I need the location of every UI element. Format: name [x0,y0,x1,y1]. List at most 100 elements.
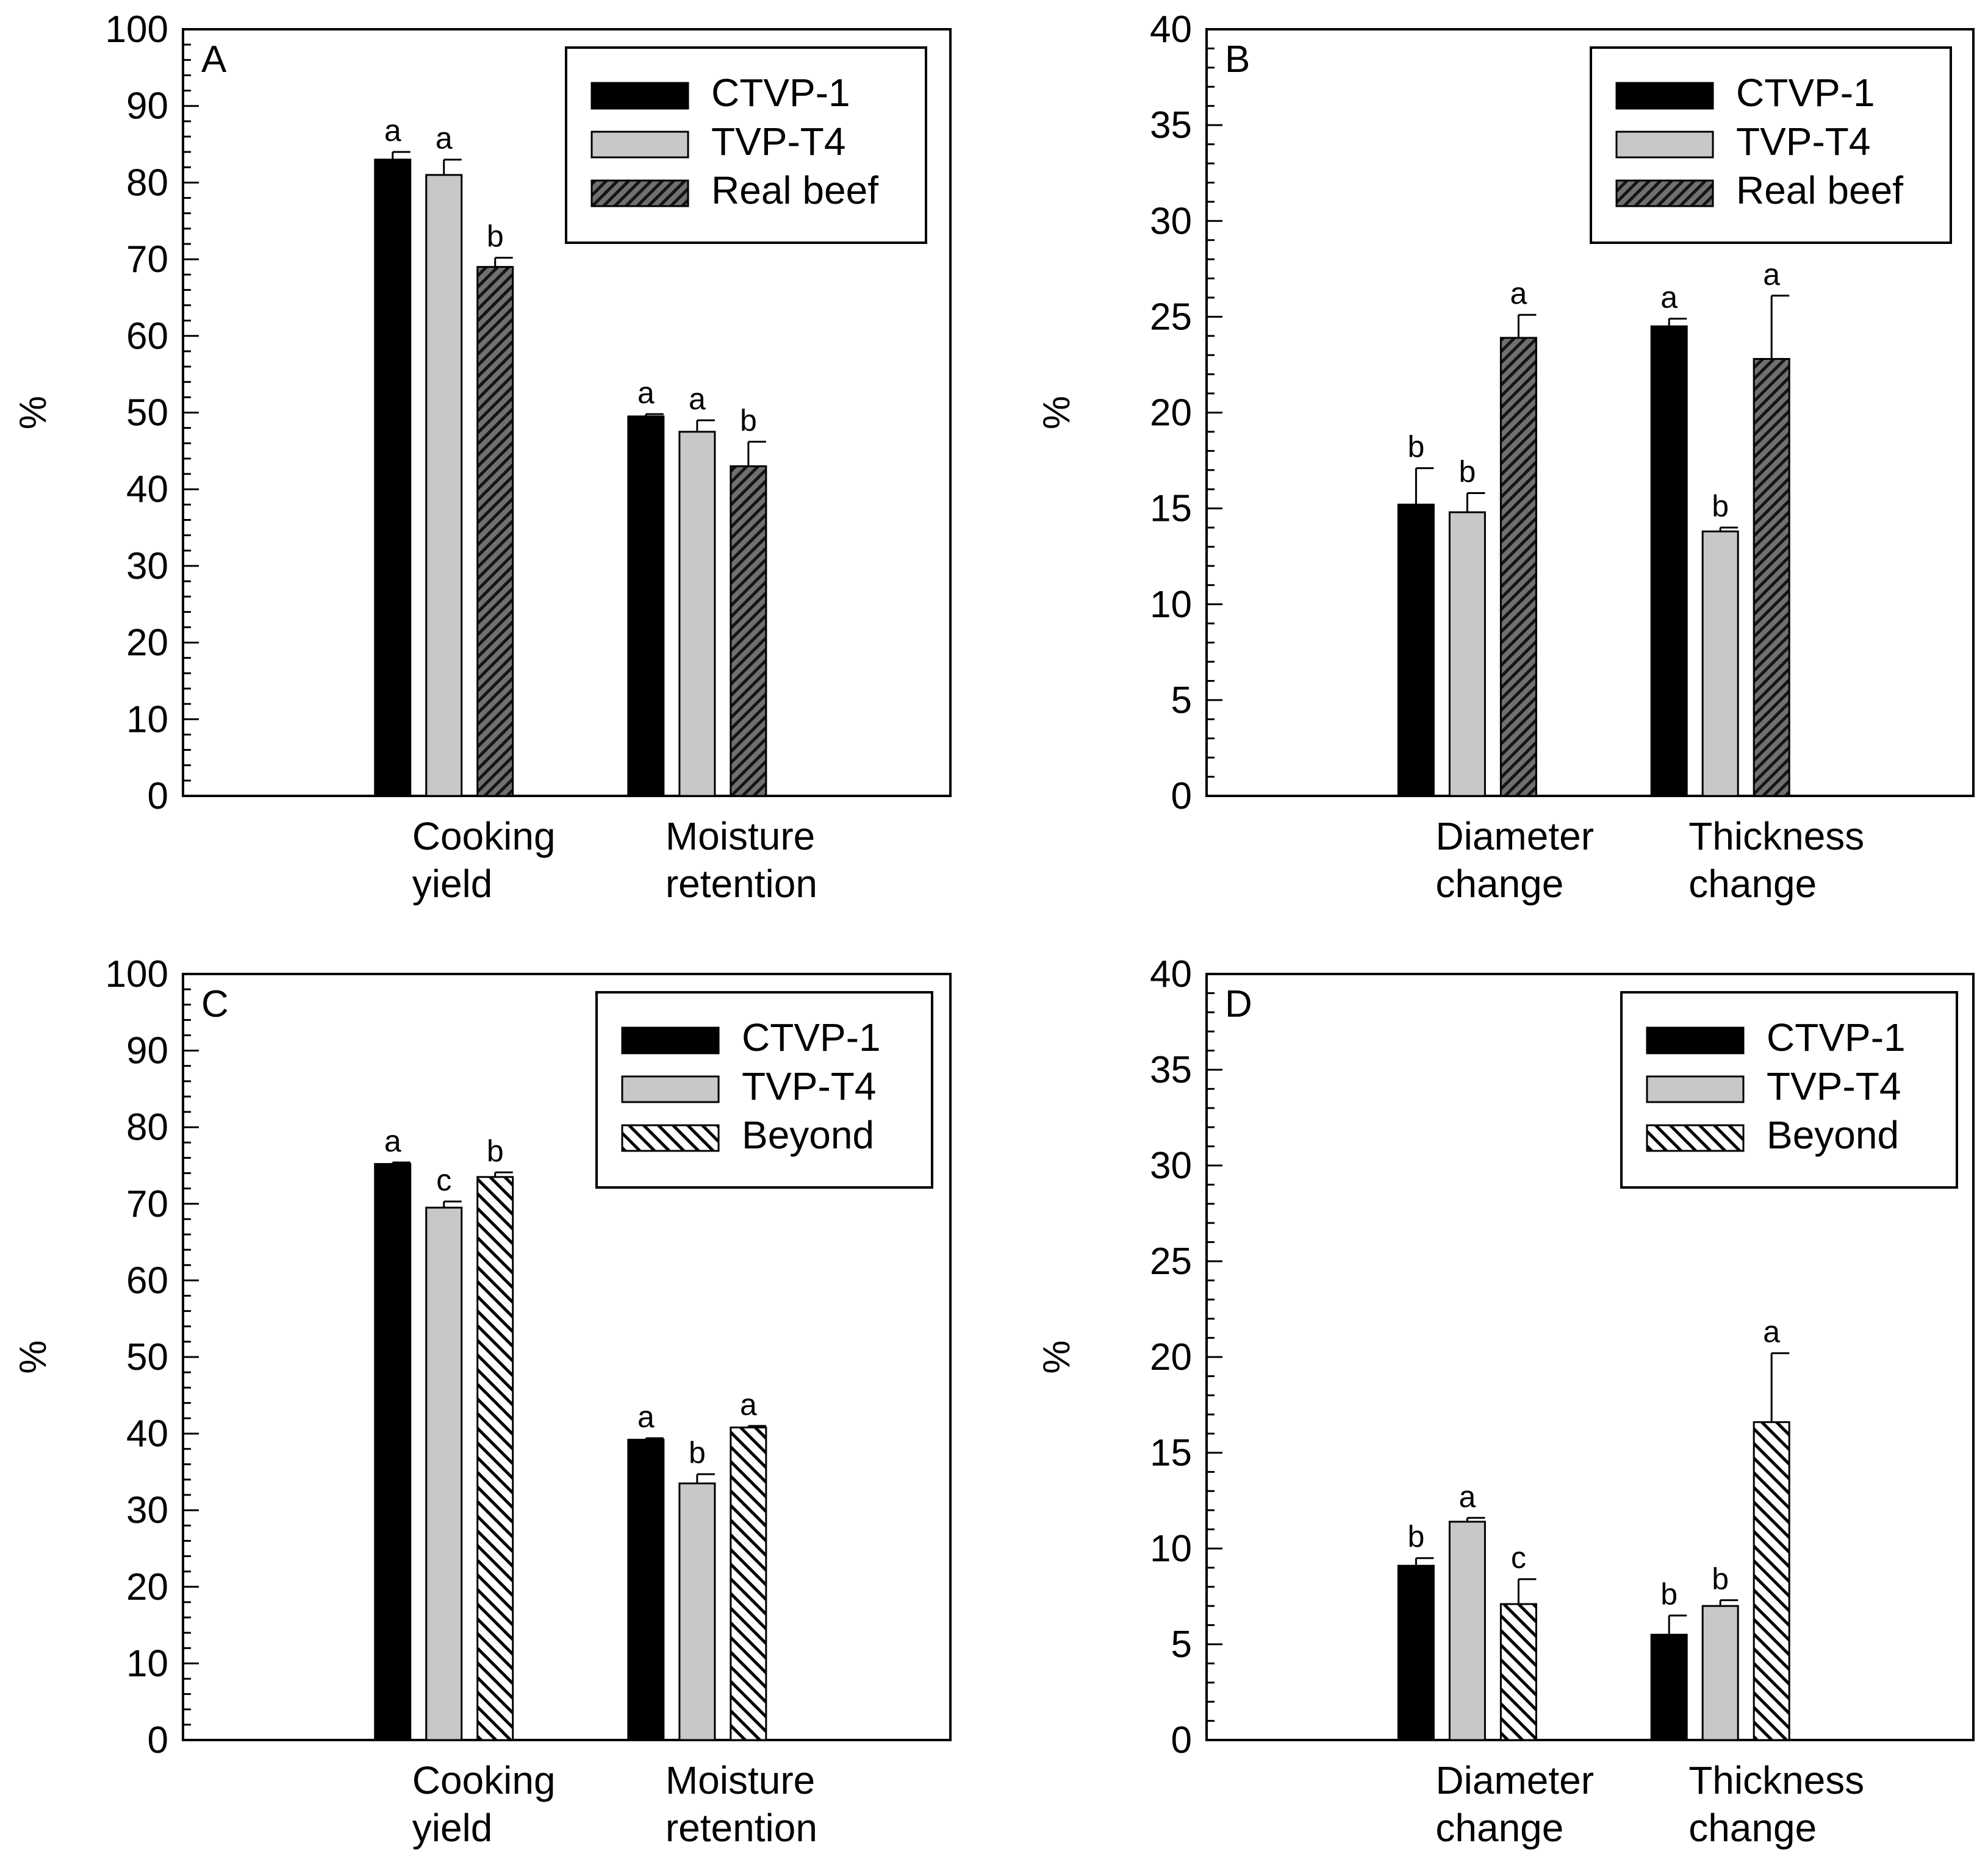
bar [1397,503,1435,797]
category-label-line: change [1688,1806,1817,1850]
y-tick-label: 20 [1150,392,1192,434]
legend-entry: TVP-T4 [742,1064,876,1108]
legend-swatch [621,1124,720,1152]
category-label: Diameter change [1435,1758,1594,1850]
significance-letter: c [1511,1541,1526,1575]
significance-letter: a [384,1124,401,1158]
legend-swatch [590,179,689,207]
y-tick-label: 30 [1150,200,1192,242]
y-tick-label: 40 [1150,953,1192,995]
legend-entry: TVP-T4 [1736,120,1870,163]
y-tick-label: 30 [126,545,168,587]
bar [730,465,767,797]
category-label-line: Thickness [1688,1758,1864,1802]
bar [425,1206,463,1741]
significance-letter: a [740,1388,757,1422]
y-tick-label: 35 [1150,104,1192,146]
legend-entry: Beyond [1767,1113,1899,1157]
panel-label: B [1225,38,1250,81]
bar [627,1439,665,1741]
significance-letter: a [1763,257,1780,292]
significance-letter: a [689,382,706,416]
significance-letter: b [487,1134,504,1168]
y-tick-label: 60 [126,1259,168,1302]
y-tick-label: 30 [126,1489,168,1531]
bar [374,1162,412,1741]
y-tick-label: 40 [126,468,168,510]
bar [1499,337,1537,797]
category-label-line: Moisture [666,1758,815,1802]
category-label: Moisture retention [666,1758,817,1850]
legend-entry: CTVP-1 [1767,1015,1906,1059]
significance-letter: a [384,113,401,148]
category-label: Thickness change [1688,814,1864,906]
significance-letter: b [487,220,504,254]
legend-entry: TVP-T4 [711,120,845,163]
legend-swatch [621,1075,720,1103]
y-axis-label: % [12,396,54,429]
y-tick-label: 20 [126,1566,168,1608]
legend-entry: CTVP-1 [711,71,850,115]
significance-letter: b [1407,430,1424,464]
significance-letter: a [436,121,453,156]
y-tick-label: 15 [1150,488,1192,530]
y-tick-label: 100 [106,953,168,995]
significance-letter: b [1459,454,1476,489]
y-tick-label: 100 [106,9,168,51]
legend-entry: CTVP-1 [742,1015,881,1059]
bar [1701,1605,1739,1741]
legend-swatch [590,131,689,159]
panel-c: 0 10 20 30 40 50 60 70 80 90 100% Ca c b Cooking yield a… [12,953,952,1850]
y-tick-label: 0 [148,1719,168,1761]
legend: CTVP-1 TVP-T4 Real beef [1590,46,1952,244]
panel-label: C [201,983,229,1025]
bar [425,174,463,797]
significance-letter: a [637,376,655,410]
y-axis-label: % [12,1340,54,1373]
y-tick-label: 70 [126,1183,168,1225]
legend-swatch [1615,131,1714,159]
y-tick-label: 40 [1150,9,1192,51]
category-label: Diameter change [1435,814,1594,906]
panel-label: A [201,38,227,81]
category-label-line: Diameter [1435,814,1594,858]
legend-swatch [1646,1124,1745,1152]
y-tick-label: 50 [126,392,168,434]
y-tick-label: 10 [1150,1528,1192,1570]
bar [1701,530,1739,797]
category-label-line: Moisture [666,814,815,858]
bar [1650,1633,1688,1741]
legend: CTVP-1 TVP-T4 Beyond [595,991,933,1189]
category-label-line: Cooking [412,814,556,858]
y-tick-label: 80 [126,1106,168,1148]
legend-entry: CTVP-1 [1736,71,1875,115]
legend-swatch [1615,179,1714,207]
category-label-line: Cooking [412,1758,556,1802]
bar [1448,1520,1486,1741]
significance-letter: a [1763,1315,1780,1349]
category-label: Cooking yield [412,1758,556,1850]
y-axis-label: % [1036,396,1078,429]
bar [476,266,514,797]
y-tick-label: 10 [126,1642,168,1685]
significance-letter: a [1459,1480,1476,1514]
significance-letter: c [436,1163,451,1197]
significance-letter: b [1407,1520,1424,1554]
category-label-line: yield [412,862,493,906]
y-tick-label: 5 [1171,679,1192,722]
y-tick-label: 25 [1150,1241,1192,1283]
y-tick-label: 20 [1150,1336,1192,1378]
bar [730,1427,767,1741]
category-label-line: retention [666,1806,817,1850]
y-tick-label: 35 [1150,1049,1192,1091]
significance-letter: b [689,1436,706,1470]
y-tick-label: 50 [126,1336,168,1378]
significance-letter: a [1660,281,1678,315]
y-tick-label: 20 [126,622,168,664]
category-label-line: change [1688,862,1817,906]
panel-label: D [1225,983,1252,1025]
